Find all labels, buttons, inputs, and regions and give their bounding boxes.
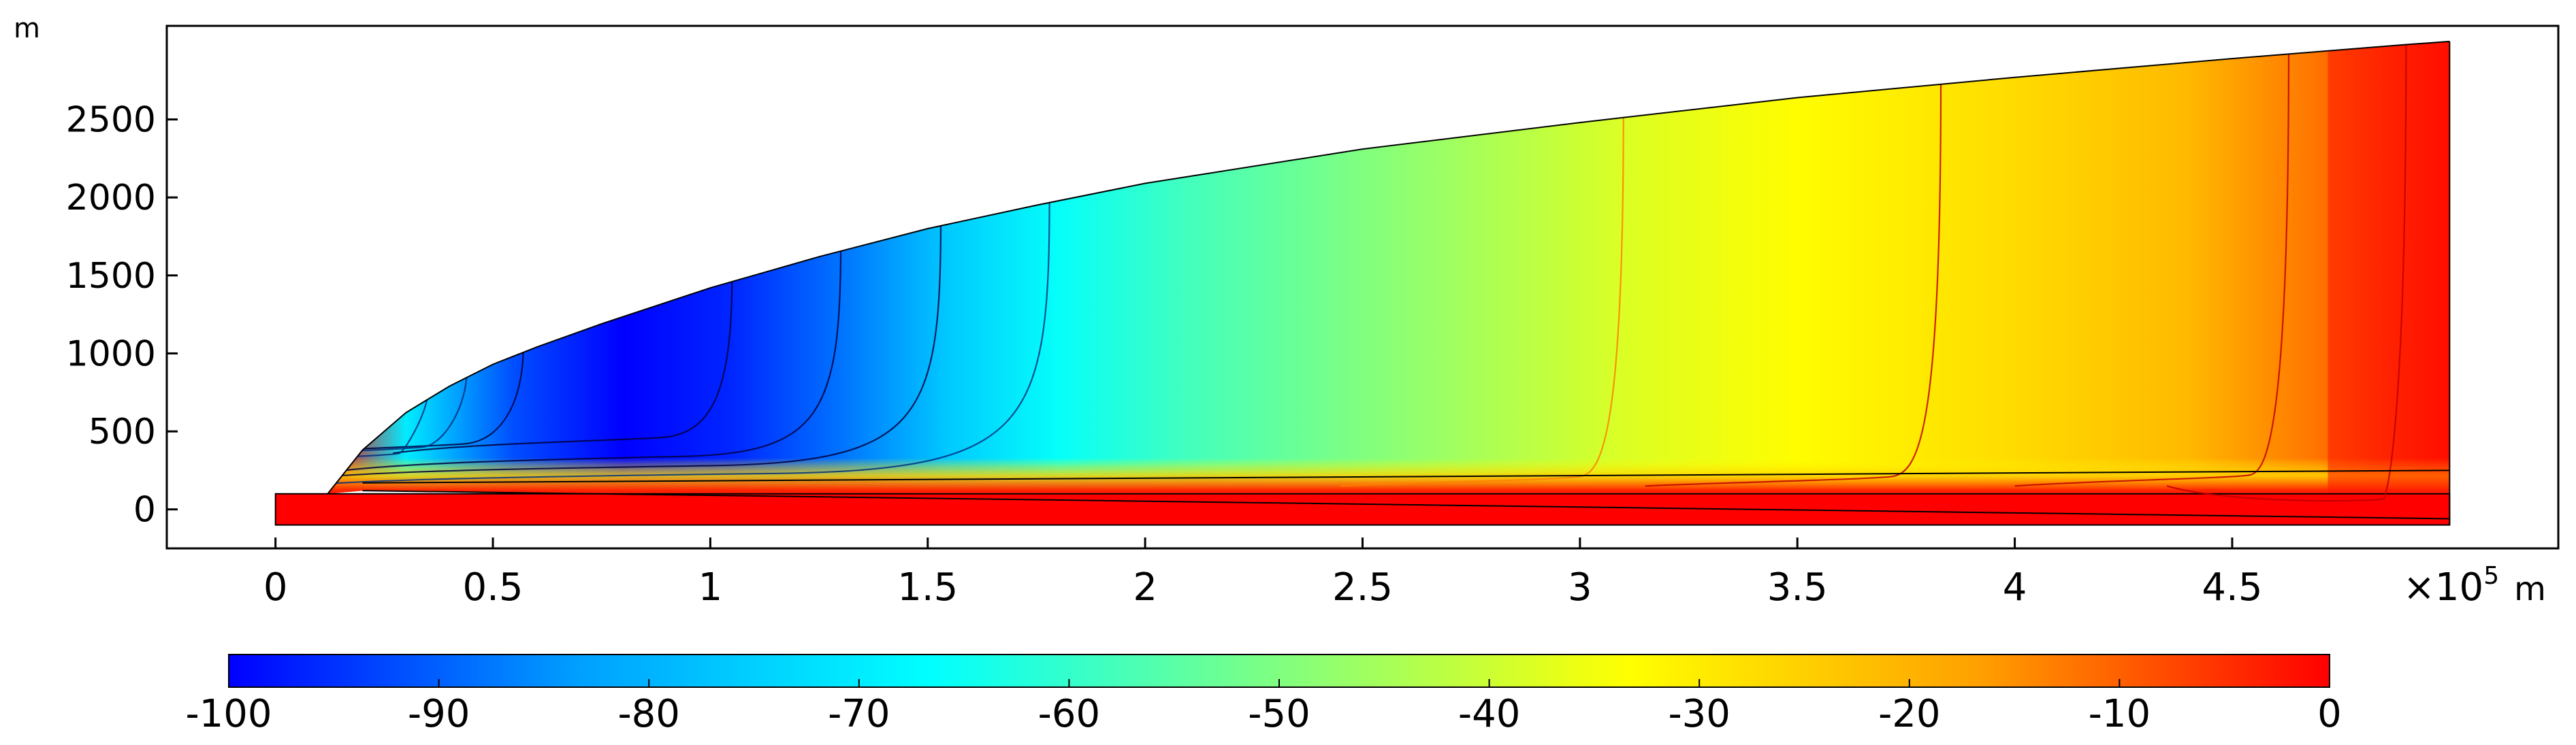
colorbar-tick-label: -90: [408, 692, 470, 736]
terminus-warm-zone: [2328, 41, 2450, 519]
contour-line: [392, 275, 733, 454]
x-axis: 0 0.5 1 1.5 2 2.5 3 3.5 4 4.5: [263, 537, 2262, 610]
x-tick-label: 4: [2003, 565, 2027, 610]
contour-line: [2014, 48, 2290, 487]
temperature-field: [274, 41, 2451, 526]
internal-layer-line: [362, 469, 2450, 484]
y-tick-label: 2000: [66, 178, 156, 218]
x-tick-label: 3.5: [1767, 565, 1828, 610]
bedrock-slab: [274, 493, 2451, 526]
contour-line: [1645, 78, 1942, 487]
contour-lines: [327, 41, 2407, 502]
y-tick-label: 1000: [66, 333, 156, 374]
x-tick-label: 3: [1568, 565, 1592, 610]
colorbar-tick-label: -70: [828, 692, 890, 736]
x-exponent-text: 5: [2483, 562, 2499, 590]
x-unit-text: m: [2514, 570, 2546, 608]
x-tick-label: 0: [263, 565, 288, 610]
colorbar-tick-label: -40: [1458, 692, 1520, 736]
plot-area: [165, 24, 2560, 550]
x-tick-label: 0.5: [463, 565, 524, 610]
y-tick-label: 0: [133, 490, 156, 531]
contour-line: [327, 371, 468, 463]
x-multiplier-label: ×105 m: [2403, 562, 2546, 610]
x-tick-label: 2.5: [1332, 565, 1393, 610]
y-unit-label: m: [14, 13, 40, 44]
x-multiplier-text: ×10: [2403, 565, 2483, 610]
y-tick-label: 2500: [66, 100, 156, 141]
ice-surface-line: [327, 40, 2450, 495]
colorbar-tick-label: 0: [2317, 692, 2342, 736]
y-tick-label: 1500: [66, 256, 156, 297]
colorbar-tick-label: -10: [2089, 692, 2151, 736]
colorbar: -100 -90 -80 -70 -60 -50 -40 -30 -20 -10 0: [185, 654, 2342, 736]
colorbar-tick-label: -60: [1038, 692, 1100, 736]
ice-bed-interface-line: [362, 490, 2450, 520]
y-axis: 0 500 1000 1500 2000 2500: [66, 100, 178, 531]
contour-line: [2166, 41, 2407, 502]
contour-line: [327, 393, 429, 470]
x-tick-label: 4.5: [2202, 565, 2262, 610]
contour-line: [327, 196, 1050, 487]
colorbar-tick-label: -100: [185, 692, 272, 736]
x-tick-label: 1: [698, 565, 723, 610]
contour-line: [327, 219, 942, 482]
colorbar-ticks: -100 -90 -80 -70 -60 -50 -40 -30 -20 -10 0: [185, 679, 2342, 736]
contour-line: [327, 346, 524, 461]
x-tick-label: 2: [1133, 565, 1157, 610]
colorbar-tick-label: -30: [1668, 692, 1730, 736]
ice-field: [327, 41, 2450, 519]
y-tick-label: 500: [88, 412, 156, 452]
colorbar-tick-label: -20: [1878, 692, 1940, 736]
basal-warm-layer: [327, 458, 2450, 494]
colorbar-tick-label: -50: [1248, 692, 1310, 736]
domain-boundaries: [327, 40, 2451, 525]
x-tick-label: 1.5: [897, 565, 958, 610]
contour-line: [332, 244, 842, 473]
colorbar-tick-label: -80: [617, 692, 679, 736]
